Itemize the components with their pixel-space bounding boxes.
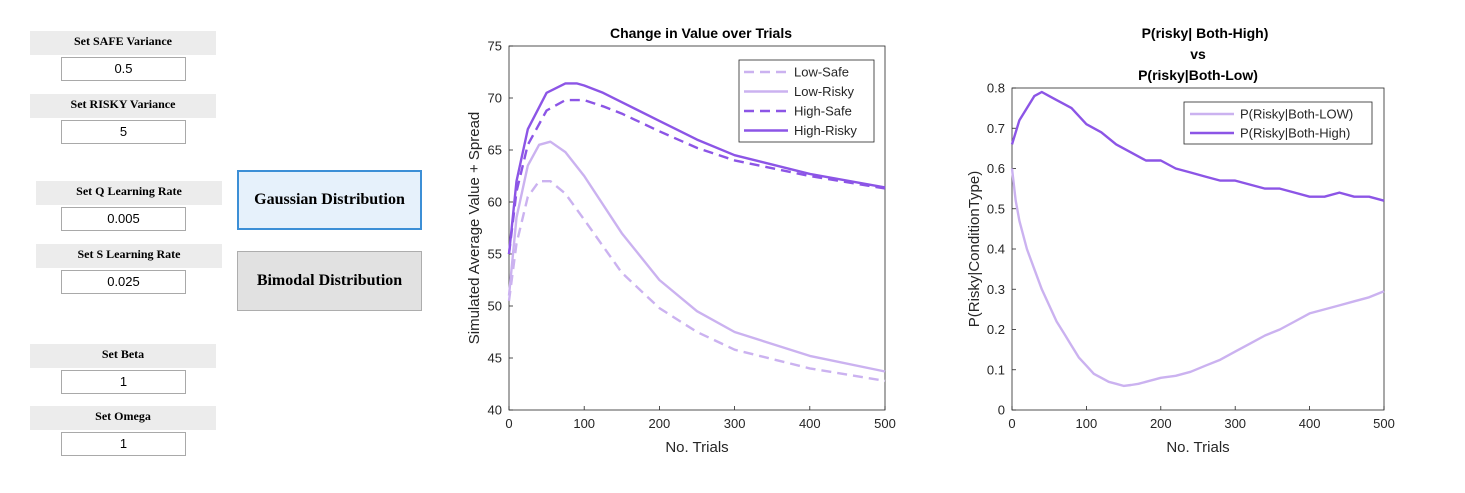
chart1-y-tick-label: 45	[488, 351, 502, 366]
omega-label: Set Omega	[30, 406, 216, 430]
chart1-y-tick-label: 65	[488, 143, 502, 158]
chart1-y-tick-label: 60	[488, 195, 502, 210]
chart1-y-axis-label: Simulated Average Value + Spread	[466, 112, 483, 345]
chart1-y-tick-label: 70	[488, 91, 502, 106]
chart1-y-tick-label: 55	[488, 247, 502, 262]
chart1-x-tick-label: 0	[505, 416, 512, 431]
q-learning-rate-input[interactable]: 0.005	[61, 207, 186, 231]
beta-input[interactable]: 1	[61, 370, 186, 394]
risky-variance-input[interactable]: 5	[61, 120, 186, 144]
chart1-legend: Low-Safe Low-Risky High-Safe High-Risky	[738, 59, 875, 143]
chart1-y-tick-label: 75	[488, 39, 502, 54]
chart1-y-tick-label: 40	[488, 403, 502, 418]
bimodal-distribution-button[interactable]: Bimodal Distribution	[237, 251, 422, 311]
risky-variance-label: Set RISKY Variance	[30, 94, 216, 118]
chart1-y-tick-label: 50	[488, 299, 502, 314]
chart1-x-tick-label: 100	[573, 416, 595, 431]
chart1-series-low-risky	[507, 140, 886, 373]
chart1-series-high-safe	[507, 98, 886, 255]
q-learning-rate-label: Set Q Learning Rate	[36, 181, 222, 205]
safe-variance-label: Set SAFE Variance	[30, 31, 216, 55]
safe-variance-input[interactable]: 0.5	[61, 57, 186, 81]
chart1-series-low-safe	[507, 179, 886, 383]
gaussian-distribution-button[interactable]: Gaussian Distribution	[237, 170, 422, 230]
chart1-x-tick-label: 400	[799, 416, 821, 431]
chart1-legend-label: High-Safe	[794, 104, 852, 119]
chart1-legend-label: High-Risky	[794, 123, 857, 138]
chart1-x-axis-label: No. Trials	[665, 439, 728, 456]
chart1-legend-label: Low-Safe	[794, 65, 849, 80]
chart1-series-high-risky	[507, 82, 886, 255]
chart1-legend-label: Low-Risky	[794, 84, 854, 99]
chart1-title: Change in Value over Trials	[610, 25, 792, 41]
s-learning-rate-label: Set S Learning Rate	[36, 244, 222, 268]
s-learning-rate-input[interactable]: 0.025	[61, 270, 186, 294]
omega-input[interactable]: 1	[61, 432, 186, 456]
chart1-x-tick-label: 500	[874, 416, 896, 431]
beta-label: Set Beta	[30, 344, 216, 368]
chart1-x-tick-label: 300	[724, 416, 746, 431]
chart1-x-tick-label: 200	[649, 416, 671, 431]
